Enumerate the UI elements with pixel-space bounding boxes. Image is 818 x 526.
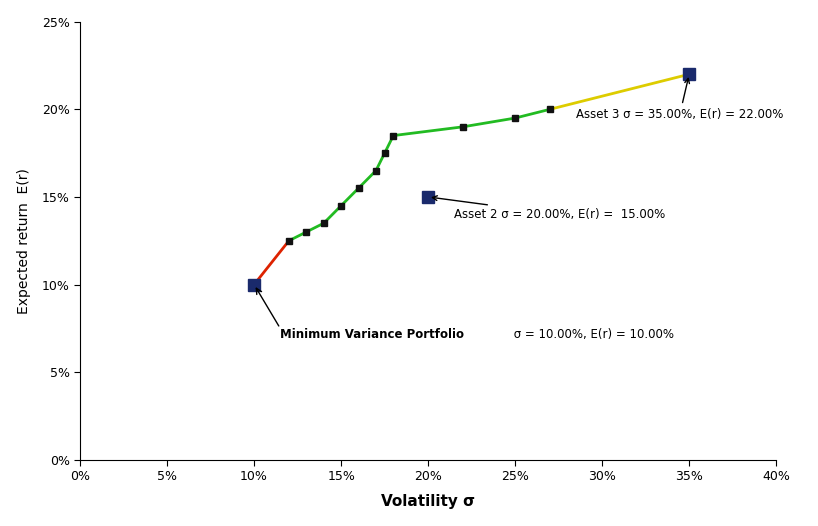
Y-axis label: Expected return  E(r): Expected return E(r) — [16, 168, 30, 313]
X-axis label: Volatility σ: Volatility σ — [381, 494, 475, 509]
Text: Asset 3 σ = 35.00%, E(r) = 22.00%: Asset 3 σ = 35.00%, E(r) = 22.00% — [576, 78, 784, 121]
Text: Minimum Variance Portfolio: Minimum Variance Portfolio — [281, 328, 464, 341]
Text: Asset 2 σ = 20.00%, E(r) =  15.00%: Asset 2 σ = 20.00%, E(r) = 15.00% — [433, 196, 666, 221]
Text: σ = 10.00%, E(r) = 10.00%: σ = 10.00%, E(r) = 10.00% — [510, 328, 674, 341]
